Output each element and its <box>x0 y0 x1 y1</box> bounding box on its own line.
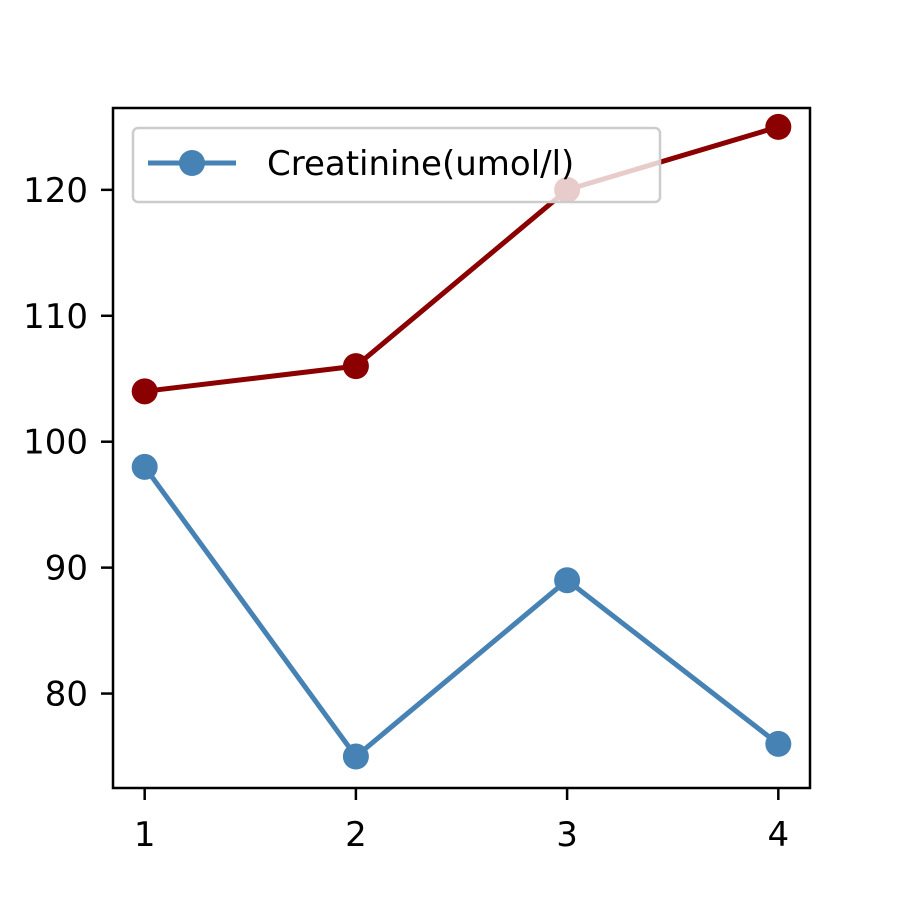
series-1-point-1 <box>342 353 369 380</box>
series-0-point-3 <box>765 730 792 757</box>
x-tick-label-2: 3 <box>556 815 578 855</box>
y-tick-label-2: 100 <box>23 423 88 463</box>
y-tick-label-3: 110 <box>23 297 88 337</box>
x-tick-label-0: 1 <box>134 815 156 855</box>
legend-label-creatinine: Creatinine(umol/l) <box>267 144 574 184</box>
series-1-line <box>144 124 780 394</box>
x-axis: 1 2 3 4 <box>134 788 789 855</box>
x-tick-label-3: 4 <box>767 815 789 855</box>
legend-box <box>131 126 662 204</box>
y-axis: 80 90 100 110 120 <box>23 171 113 715</box>
series-0-line <box>142 465 780 760</box>
series-0-point-0 <box>131 453 158 480</box>
legend: Creatinine(umol/l) <box>131 126 662 204</box>
y-tick-label-1: 90 <box>45 549 88 589</box>
y-tick-label-4: 120 <box>23 171 88 211</box>
series-0-point-1 <box>342 743 369 770</box>
y-tick-label-0: 80 <box>45 675 88 715</box>
series-0 <box>131 453 792 770</box>
series-1-point-0 <box>131 378 158 405</box>
plot-frame <box>111 106 812 790</box>
x-tick-label-1: 2 <box>345 815 367 855</box>
series-0-point-2 <box>554 567 581 594</box>
legend-marker-swatch <box>179 150 205 176</box>
series-layer <box>131 113 792 770</box>
series-1-point-3 <box>765 113 792 140</box>
